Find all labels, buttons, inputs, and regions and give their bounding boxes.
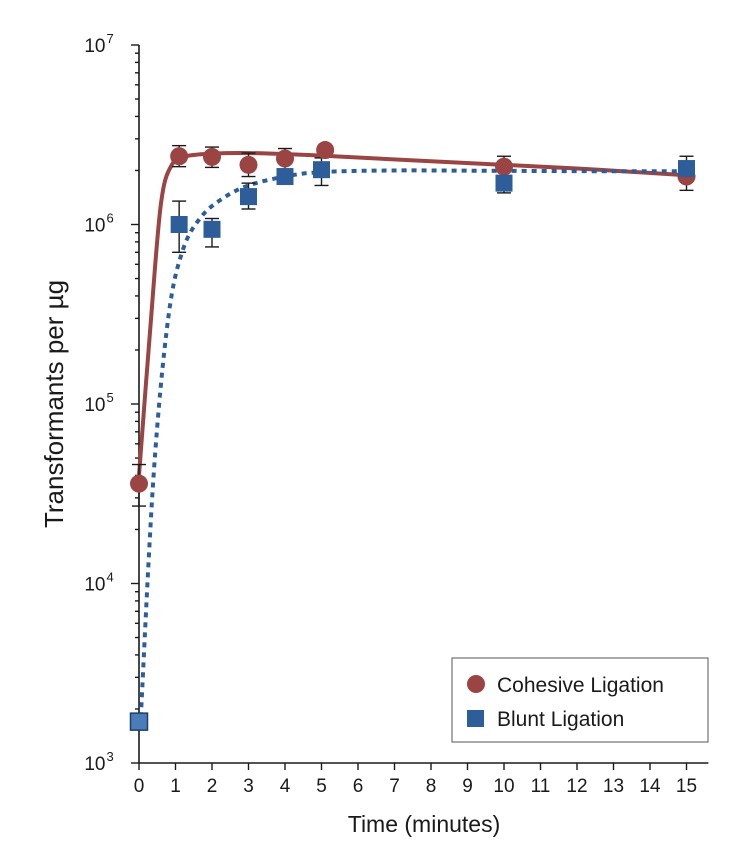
- x-tick-label: 8: [426, 776, 437, 797]
- x-tick-label: 9: [462, 776, 473, 797]
- x-axis-title: Time (minutes): [348, 811, 501, 837]
- y-tick-label: 107: [84, 31, 113, 57]
- legend-blunt-label: Blunt Ligation: [497, 708, 624, 731]
- legend: Cohesive Ligation Blunt Ligation: [451, 657, 709, 743]
- fit-curves: [137, 150, 689, 718]
- x-tick-label: 1: [170, 776, 181, 797]
- legend-blunt-marker: [467, 710, 484, 727]
- y-tick-label: 106: [84, 211, 113, 237]
- x-tick-label: 5: [316, 776, 327, 797]
- legend-cohesive-label: Cohesive Ligation: [497, 674, 664, 697]
- x-tick-label: 4: [280, 776, 291, 797]
- x-tick-label: 6: [353, 776, 364, 797]
- x-tick-label: 13: [603, 776, 624, 797]
- cohesive-point: [239, 155, 258, 174]
- x-tick-label: 2: [207, 776, 218, 797]
- cohesive-point: [495, 157, 513, 176]
- cohesive-point: [276, 149, 294, 168]
- x-tick-label: 10: [493, 776, 514, 797]
- blunt-point: [240, 188, 257, 206]
- cohesive-point: [316, 141, 335, 160]
- blunt-point: [129, 712, 149, 731]
- x-tick-label: 12: [566, 776, 587, 797]
- blunt-point: [495, 174, 513, 192]
- legend-cohesive-marker: [467, 675, 485, 693]
- blunt-point: [678, 160, 695, 178]
- error-bars: [132, 144, 694, 507]
- blunt-point: [276, 168, 294, 186]
- y-tick-label: 103: [84, 749, 113, 775]
- blunt-fit-line: [138, 168, 687, 718]
- data-markers: [129, 141, 696, 731]
- x-tick-label: 7: [389, 776, 400, 797]
- x-tick-label: 15: [676, 776, 697, 797]
- blunt-point: [170, 216, 188, 233]
- cohesive-point: [170, 147, 189, 166]
- cohesive-point: [203, 147, 221, 166]
- cohesive-point: [130, 474, 148, 493]
- y-tick-label: 105: [84, 390, 113, 416]
- y-axis-title: Transformants per µg: [39, 280, 69, 528]
- x-tick-label: 0: [134, 776, 145, 797]
- y-tick-label: 104: [84, 570, 113, 596]
- blunt-point: [203, 220, 221, 238]
- x-tick-label: 14: [639, 776, 661, 797]
- x-tick-label: 3: [243, 776, 254, 797]
- legend-box: [451, 657, 709, 743]
- x-tick-label: 11: [531, 776, 551, 797]
- blunt-point: [313, 161, 330, 179]
